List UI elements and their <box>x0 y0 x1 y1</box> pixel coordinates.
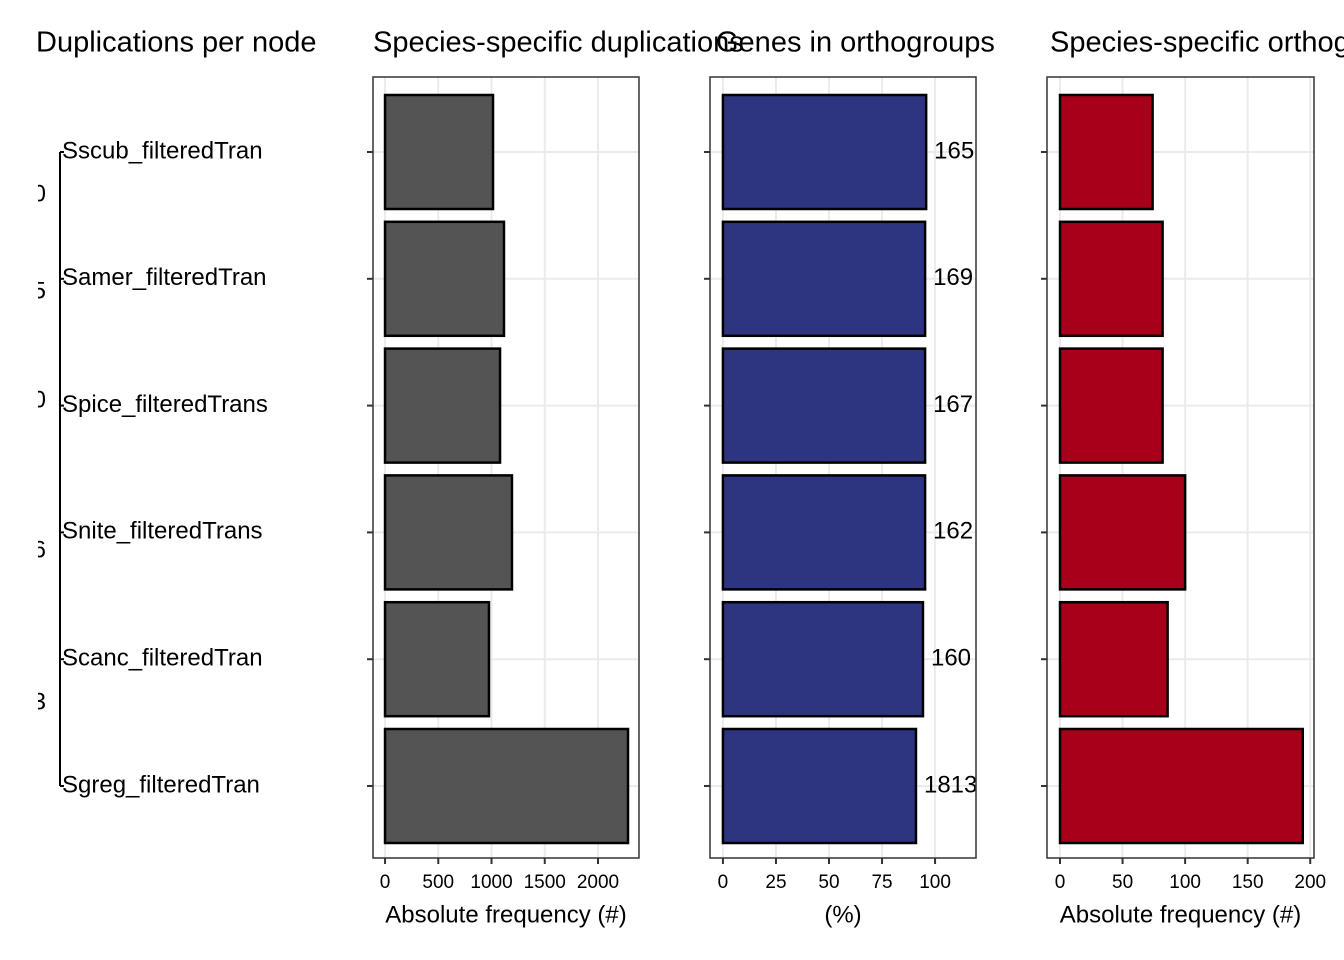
panel-title: Duplications per node <box>36 27 317 59</box>
bar <box>721 347 927 464</box>
bar <box>1058 727 1304 845</box>
node-label: 3 <box>33 688 46 715</box>
panel-border <box>709 76 977 859</box>
x-tick-label: 500 <box>422 872 454 893</box>
species-label: Scanc_filteredTran <box>62 645 263 672</box>
node-label: 0 <box>33 386 46 413</box>
tree-labels: Sscub_filteredTran Samer_filteredTran Spic… <box>62 137 268 798</box>
bar <box>721 727 918 845</box>
bar-annotation: 1813 <box>924 771 977 798</box>
panel-border <box>372 76 640 859</box>
bar <box>383 220 506 338</box>
bar <box>383 347 502 464</box>
node-label: 0 <box>33 180 46 207</box>
bar-annotation: 167 <box>933 391 973 418</box>
x-tick-label: 50 <box>818 872 839 893</box>
bar <box>721 220 927 338</box>
bar <box>1058 600 1169 718</box>
bar <box>1058 220 1164 338</box>
node-label: 5 <box>33 277 46 304</box>
x-tick-label: 1000 <box>470 872 512 893</box>
panel-title: Genes in orthogroups <box>716 27 995 59</box>
x-tick-label: 2000 <box>577 872 619 893</box>
bar-annotation: 169 <box>933 264 973 291</box>
x-tick-label: 50 <box>1112 872 1133 893</box>
species-label: Sscub_filteredTran <box>62 137 263 164</box>
species-label: Sgreg_filteredTran <box>62 771 260 798</box>
x-tick-label: 75 <box>871 872 892 893</box>
bar <box>383 93 495 211</box>
x-tick-label: 0 <box>718 872 729 893</box>
x-tick-label: 150 <box>1232 872 1264 893</box>
species-label: Samer_filteredTran <box>62 264 267 291</box>
node-label: 6 <box>33 536 46 563</box>
bar-annotation: 162 <box>933 518 973 545</box>
bar <box>1058 347 1164 464</box>
x-tick-label: 1500 <box>524 872 566 893</box>
bar-annotation: 160 <box>931 645 971 672</box>
panel-border <box>1046 76 1315 859</box>
x-axis-label: (%) <box>824 901 861 928</box>
panel-title: Species-specific duplications <box>373 27 744 59</box>
x-tick-label: 25 <box>765 872 786 893</box>
x-axis-label: Absolute frequency (#) <box>1060 901 1301 928</box>
bar <box>383 727 630 845</box>
x-tick-label: 200 <box>1294 872 1326 893</box>
bar <box>1058 474 1187 591</box>
bar-annotation: 165 <box>934 137 974 164</box>
panel-title: Species-specific orthogroups <box>1050 27 1344 59</box>
bar <box>721 93 928 211</box>
x-tick-label: 100 <box>919 872 951 893</box>
species-label: Spice_filteredTrans <box>62 391 268 418</box>
node-labels: 0 5 0 6 3 <box>33 180 46 715</box>
x-tick-label: 100 <box>1169 872 1201 893</box>
bar <box>721 600 925 718</box>
x-axis-label: Absolute frequency (#) <box>385 901 626 928</box>
annotations: 165 169 167 162 160 1813 <box>924 137 977 798</box>
bar <box>383 600 491 718</box>
bar <box>383 474 514 591</box>
bar <box>721 474 927 591</box>
x-tick-label: 0 <box>1055 872 1066 893</box>
bar <box>1058 93 1154 211</box>
x-tick-label: 0 <box>380 872 391 893</box>
species-label: Snite_filteredTrans <box>62 518 263 545</box>
